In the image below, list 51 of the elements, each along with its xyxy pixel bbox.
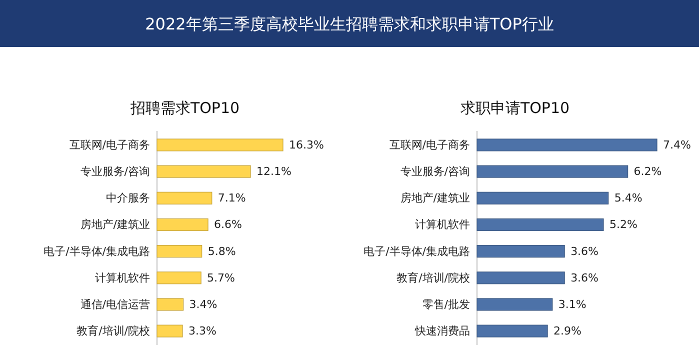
bar [156, 298, 184, 311]
y-tick-label: 零售/批发 [422, 298, 470, 311]
bar [156, 165, 251, 178]
data-label: 5.4% [614, 192, 642, 205]
data-label: 5.8% [208, 244, 236, 258]
bar [156, 324, 183, 338]
data-label: 3.3% [188, 324, 216, 338]
data-label: 6.2% [634, 165, 662, 178]
y-tick-label: 教育/培训/院校 [396, 271, 470, 284]
y-tick-label: 互联网/电子商务 [389, 138, 470, 152]
bar [476, 298, 553, 311]
y-tick-label: 计算机软件 [415, 218, 470, 232]
data-label: 6.6% [214, 218, 242, 232]
y-tick-label: 专业服务/咨询 [80, 165, 150, 178]
text: 2022年第三季度高校毕业生招聘需求和求职申请TOP行业 [145, 14, 554, 34]
chart-subtitle: 招聘需求TOP10 [129, 99, 240, 117]
bar [156, 218, 208, 231]
y-tick-label: 通信/电信运营 [80, 298, 150, 311]
data-label: 2.9% [554, 324, 582, 338]
y-tick-label: 电子/半导体/集成电路 [44, 244, 150, 258]
bar [476, 192, 609, 204]
data-label: 16.3% [289, 138, 324, 152]
y-tick-label: 电子/半导体/集成电路 [364, 244, 470, 258]
data-label: 5.2% [609, 218, 638, 232]
data-label: 3.1% [558, 298, 586, 311]
bar [156, 192, 212, 204]
y-tick-label: 教育/培训/院校 [76, 324, 150, 338]
data-label: 5.7% [207, 271, 236, 284]
bar [476, 165, 628, 178]
y-tick-label: 互联网/电子商务 [69, 138, 150, 152]
data-label: 7.4% [663, 138, 691, 152]
bar [476, 324, 548, 338]
chart-subtitle: 求职申请TOP10 [460, 99, 570, 117]
y-tick-label: 计算机软件 [95, 271, 150, 284]
data-label: 3.4% [189, 298, 218, 311]
y-tick-label: 房地产/建筑业 [400, 192, 470, 205]
y-tick-label: 房地产/建筑业 [80, 218, 150, 232]
y-tick-label: 专业服务/咨询 [400, 165, 470, 178]
y-tick-label: 快速消费品 [414, 324, 470, 338]
data-label: 12.1% [256, 165, 292, 178]
data-label: 7.1% [218, 192, 246, 205]
bar [156, 138, 284, 152]
data-label: 3.6% [570, 244, 599, 258]
bar [476, 245, 565, 258]
bar [156, 272, 202, 284]
bar [476, 218, 604, 231]
data-label: 3.6% [570, 271, 599, 284]
bar [476, 138, 658, 152]
y-tick-label: 中介服务 [106, 192, 150, 205]
bar [476, 272, 565, 284]
bar [156, 245, 202, 258]
